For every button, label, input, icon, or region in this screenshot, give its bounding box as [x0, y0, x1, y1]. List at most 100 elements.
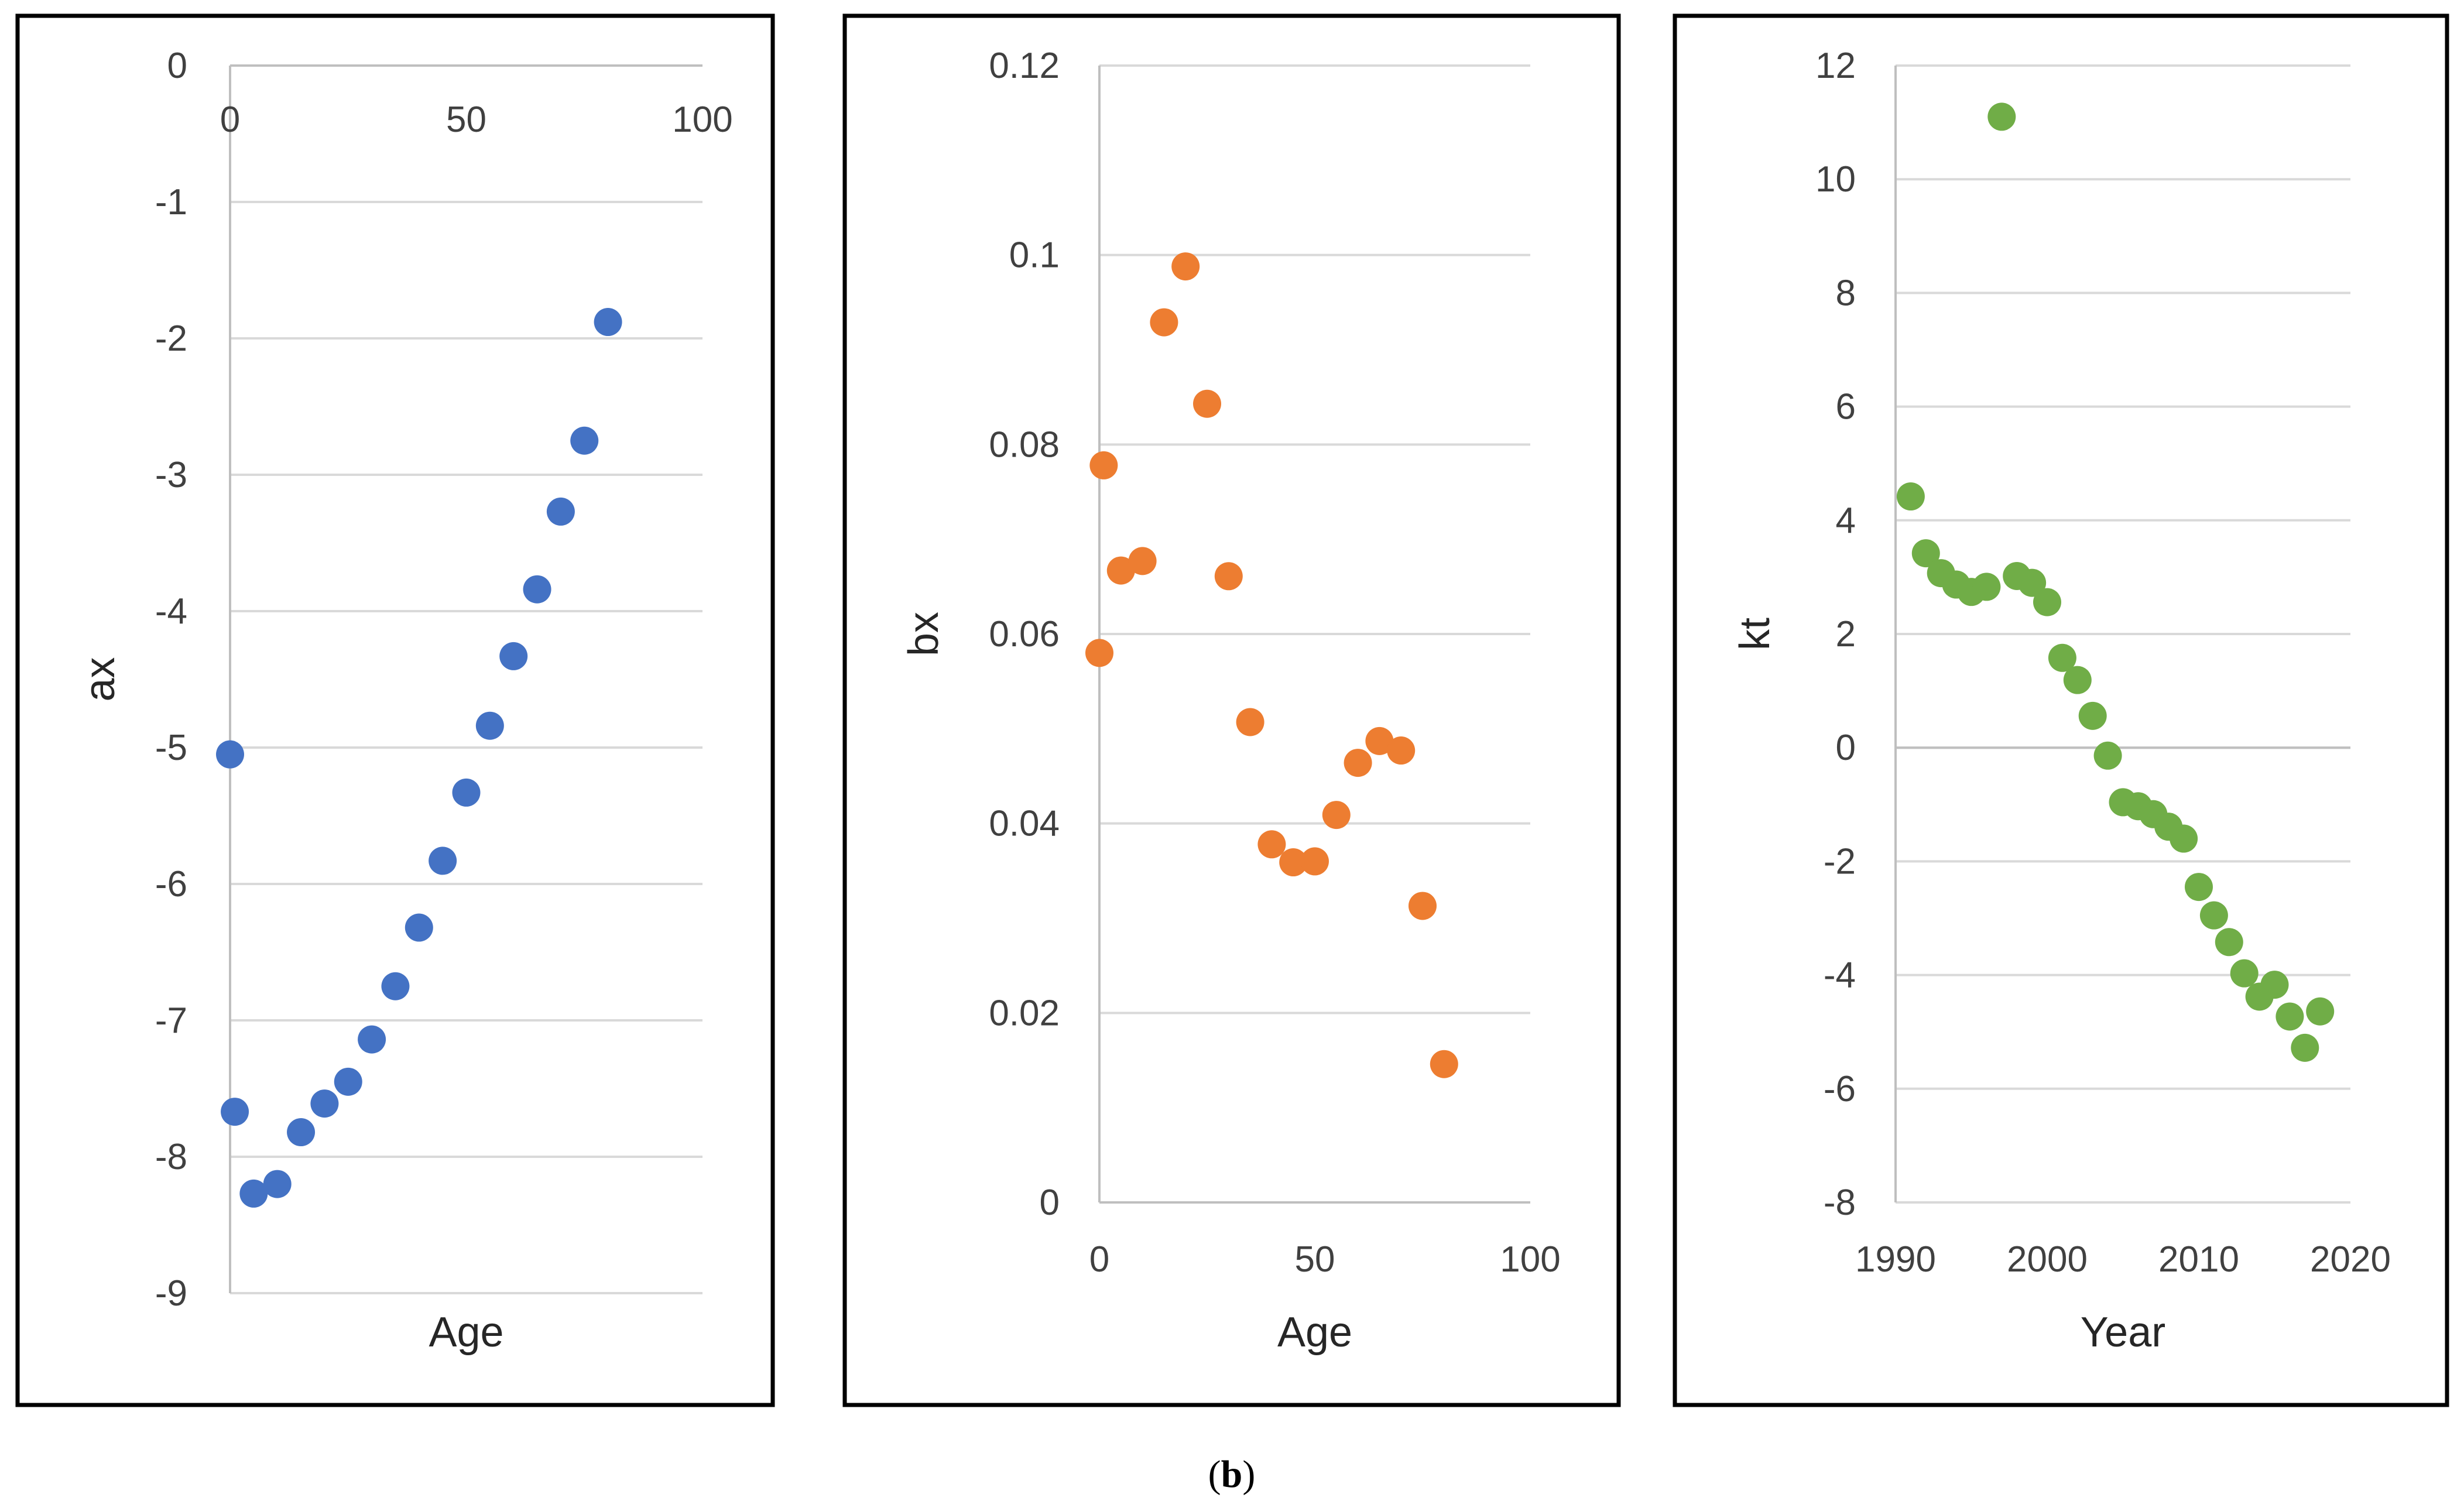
y-tick-label: 6 [1836, 387, 1856, 427]
data-point [1214, 562, 1243, 591]
data-point [1409, 892, 1437, 920]
data-point [1344, 749, 1372, 777]
data-point [2185, 873, 2213, 902]
data-point [1236, 708, 1264, 736]
data-point [499, 642, 528, 670]
data-point [1257, 830, 1286, 859]
y-tick-label: -4 [155, 591, 187, 632]
y-tick-label: 0.12 [989, 46, 1060, 86]
data-point [2260, 971, 2289, 999]
x-tick-label: 100 [672, 100, 732, 140]
data-point [1301, 847, 1329, 876]
x-tick-label: 0 [220, 100, 240, 140]
data-point [310, 1089, 339, 1118]
x-tick-label: 1990 [1855, 1239, 1936, 1280]
data-point [405, 913, 433, 942]
data-point [216, 740, 244, 769]
x-tick-label: 2020 [2310, 1239, 2391, 1280]
y-tick-label: -7 [155, 1000, 187, 1041]
panel-frame [15, 13, 775, 1407]
y-tick-label: -8 [155, 1137, 187, 1177]
data-point [1171, 252, 1200, 281]
data-point [452, 778, 481, 807]
data-point [523, 575, 551, 604]
data-point [2291, 1033, 2319, 1062]
data-point [2078, 701, 2107, 730]
data-point [381, 972, 410, 1000]
data-point [1150, 308, 1178, 337]
x-tick-label: 50 [446, 100, 486, 140]
y-axis-title: ax [77, 657, 124, 701]
data-point [1365, 726, 1394, 755]
x-axis-title: Age [1277, 1309, 1352, 1356]
y-tick-label: -3 [155, 455, 187, 495]
y-tick-label: -8 [1824, 1183, 1856, 1223]
data-point [1089, 451, 1118, 479]
y-axis-title: bx [900, 612, 947, 656]
data-point [2230, 959, 2259, 988]
data-point [2215, 928, 2243, 957]
data-point [221, 1098, 249, 1126]
y-tick-label: 4 [1836, 501, 1856, 541]
y-tick-label: -9 [155, 1273, 187, 1314]
y-tick-label: 0.04 [989, 804, 1060, 844]
panel-frame [1673, 13, 2449, 1407]
data-point [2033, 588, 2061, 616]
data-point [263, 1170, 292, 1198]
panel-bx: 0 0.02 0.04 0.06 0.08 0.1 0.12 0 50 100 Age bx [842, 13, 1621, 1407]
data-point [1430, 1050, 1458, 1078]
caption-label: b [1221, 1453, 1243, 1496]
data-point [2170, 824, 2198, 853]
data-point [1972, 573, 2001, 601]
y-tick-label: 0.08 [989, 424, 1060, 465]
x-axis-title: Age [429, 1309, 503, 1356]
data-point [287, 1118, 316, 1147]
data-point [358, 1025, 386, 1054]
data-point [334, 1067, 362, 1096]
caption-open-paren: ( [1208, 1453, 1221, 1496]
data-point [2093, 741, 2122, 770]
y-tick-label: 0 [1836, 728, 1856, 768]
data-point [1193, 389, 1221, 418]
data-point [475, 711, 504, 740]
data-point [1279, 848, 1308, 877]
y-tick-label: -1 [155, 182, 187, 222]
figure-caption: (b) [1208, 1453, 1256, 1496]
data-point [1911, 539, 1940, 568]
y-tick-label: 0 [167, 46, 187, 86]
y-tick-label: -5 [155, 728, 187, 768]
y-tick-label: -6 [155, 864, 187, 904]
data-point [2306, 997, 2335, 1026]
y-tick-label: 0.1 [1009, 235, 1060, 276]
caption-close-paren: ) [1242, 1453, 1255, 1496]
data-point [2048, 643, 2076, 672]
data-point [1896, 482, 1925, 511]
panel-kt: 12 10 8 6 4 2 0 -2 -4 -6 -8 1990 2000 2010 2020 Year kt [1673, 13, 2449, 1407]
x-tick-label: 100 [1500, 1239, 1560, 1280]
x-tick-label: 0 [1089, 1239, 1109, 1280]
x-axis-title: Year [2081, 1309, 2165, 1356]
y-tick-label: -2 [1824, 841, 1856, 882]
data-point [594, 308, 622, 337]
data-point [2275, 1002, 2304, 1031]
data-point [1987, 102, 2016, 131]
data-point [570, 426, 599, 455]
y-tick-label: 12 [1815, 46, 1856, 86]
data-point [2063, 666, 2092, 694]
data-point [1085, 639, 1113, 667]
data-point [1387, 736, 1416, 765]
y-tick-label: 0.02 [989, 993, 1060, 1033]
panel-ax: 0 -1 -2 -3 -4 -5 -6 -7 -8 -9 0 50 100 Age ax [15, 13, 775, 1407]
panel-frame [842, 13, 1621, 1407]
data-point [1128, 547, 1157, 575]
data-point [2018, 568, 2047, 597]
x-tick-label: 2010 [2158, 1239, 2239, 1280]
data-point [239, 1179, 268, 1208]
data-point [2199, 901, 2228, 930]
data-point [1106, 556, 1135, 585]
y-tick-label: -2 [155, 318, 187, 359]
x-tick-label: 50 [1295, 1239, 1335, 1280]
y-tick-label: 8 [1836, 273, 1856, 313]
y-tick-label: 2 [1836, 614, 1856, 654]
y-tick-label: 0.06 [989, 614, 1060, 654]
